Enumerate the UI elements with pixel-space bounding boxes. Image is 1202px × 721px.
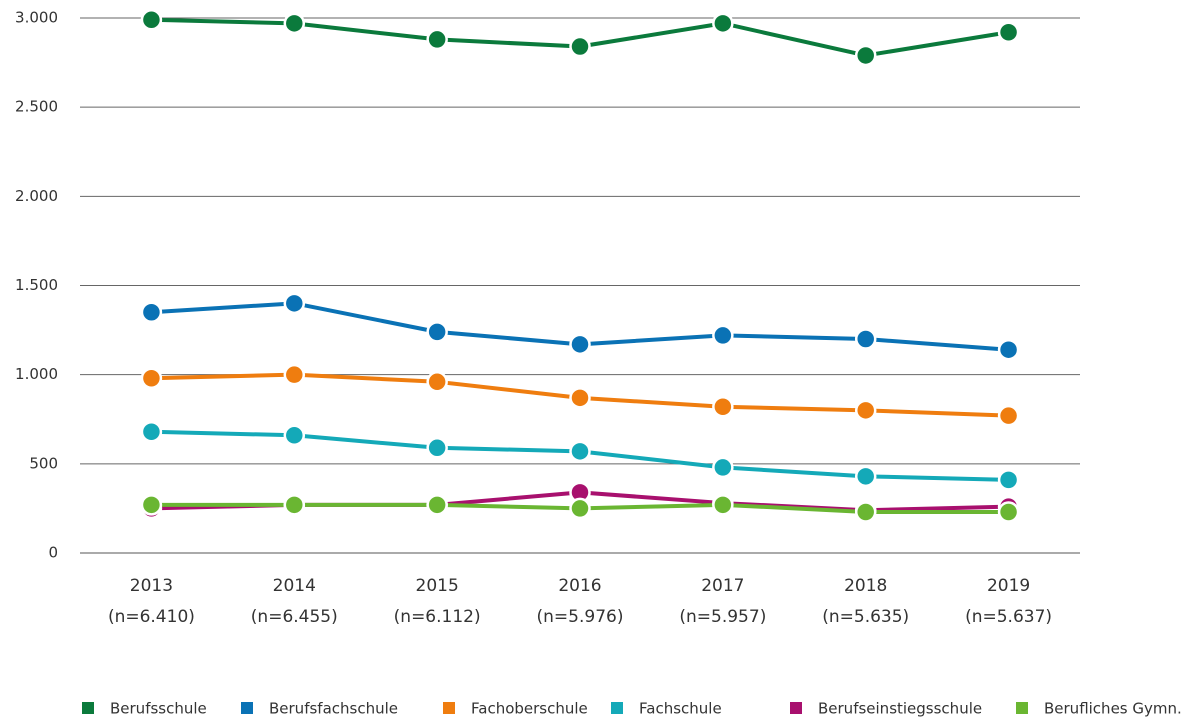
data-point — [426, 28, 448, 51]
x-tick-label: 2014 — [273, 576, 316, 596]
y-tick-label: 2.000 — [15, 187, 58, 205]
legend-label: Fachoberschule — [471, 700, 588, 718]
x-tick-note: (n=5.957) — [679, 607, 766, 627]
y-tick-label: 0 — [48, 544, 58, 562]
x-tick-label: 2019 — [987, 576, 1030, 596]
data-point — [854, 501, 877, 523]
data-point — [283, 292, 306, 315]
legend-label: Berufseinstiegsschule — [818, 700, 982, 718]
y-tick-label: 3.000 — [15, 9, 58, 27]
data-point — [569, 497, 591, 520]
data-point — [997, 21, 1020, 44]
x-tick-label: 2017 — [701, 576, 744, 596]
x-tick-note: (n=5.637) — [965, 607, 1052, 627]
data-point — [426, 437, 448, 459]
data-point — [569, 35, 591, 58]
y-tick-label: 1.000 — [15, 365, 58, 383]
data-point — [283, 363, 306, 386]
data-point — [140, 420, 163, 443]
data-point — [854, 328, 877, 350]
x-tick-label: 2016 — [558, 576, 601, 596]
data-point — [712, 396, 734, 418]
legend-label: Berufliches Gymn. — [1044, 700, 1182, 718]
data-point — [283, 424, 306, 447]
data-point — [569, 387, 591, 409]
x-tick-label: 2018 — [844, 576, 887, 596]
data-point — [426, 321, 448, 343]
legend-marker — [443, 702, 455, 714]
data-point — [997, 404, 1020, 427]
data-point — [283, 494, 306, 516]
data-point — [712, 324, 734, 347]
data-point — [426, 371, 448, 393]
data-point — [854, 44, 877, 67]
data-point — [140, 494, 163, 516]
data-point — [997, 338, 1020, 361]
data-point — [712, 12, 734, 35]
data-point — [854, 465, 877, 488]
legend-marker — [82, 702, 94, 714]
data-point — [140, 367, 163, 389]
x-tick-note: (n=5.976) — [537, 607, 624, 627]
legend-label: Berufsschule — [110, 700, 207, 718]
data-point — [569, 333, 591, 356]
x-tick-note: (n=6.455) — [251, 607, 338, 627]
x-tick-note: (n=6.112) — [394, 607, 481, 627]
data-point — [997, 469, 1020, 491]
legend-marker — [1016, 702, 1028, 714]
y-tick-label: 2.500 — [15, 98, 58, 116]
x-tick-note: (n=6.410) — [108, 607, 195, 627]
legend-marker — [790, 702, 802, 714]
data-point — [426, 494, 448, 516]
data-point — [140, 301, 163, 323]
y-tick-label: 1.500 — [15, 276, 58, 294]
x-tick-label: 2013 — [130, 576, 173, 596]
data-point — [712, 494, 734, 516]
data-point — [569, 440, 591, 463]
data-point — [854, 399, 877, 422]
data-point — [140, 9, 163, 31]
data-point — [712, 456, 734, 479]
data-point — [997, 501, 1020, 523]
legend-label: Fachschule — [639, 700, 722, 718]
y-tick-label: 500 — [29, 454, 58, 472]
legend-marker — [241, 702, 253, 714]
legend-marker — [611, 702, 623, 714]
x-tick-note: (n=5.635) — [822, 607, 909, 627]
data-point — [283, 12, 306, 35]
x-tick-label: 2015 — [416, 576, 459, 596]
legend-label: Berufsfachschule — [269, 700, 398, 718]
